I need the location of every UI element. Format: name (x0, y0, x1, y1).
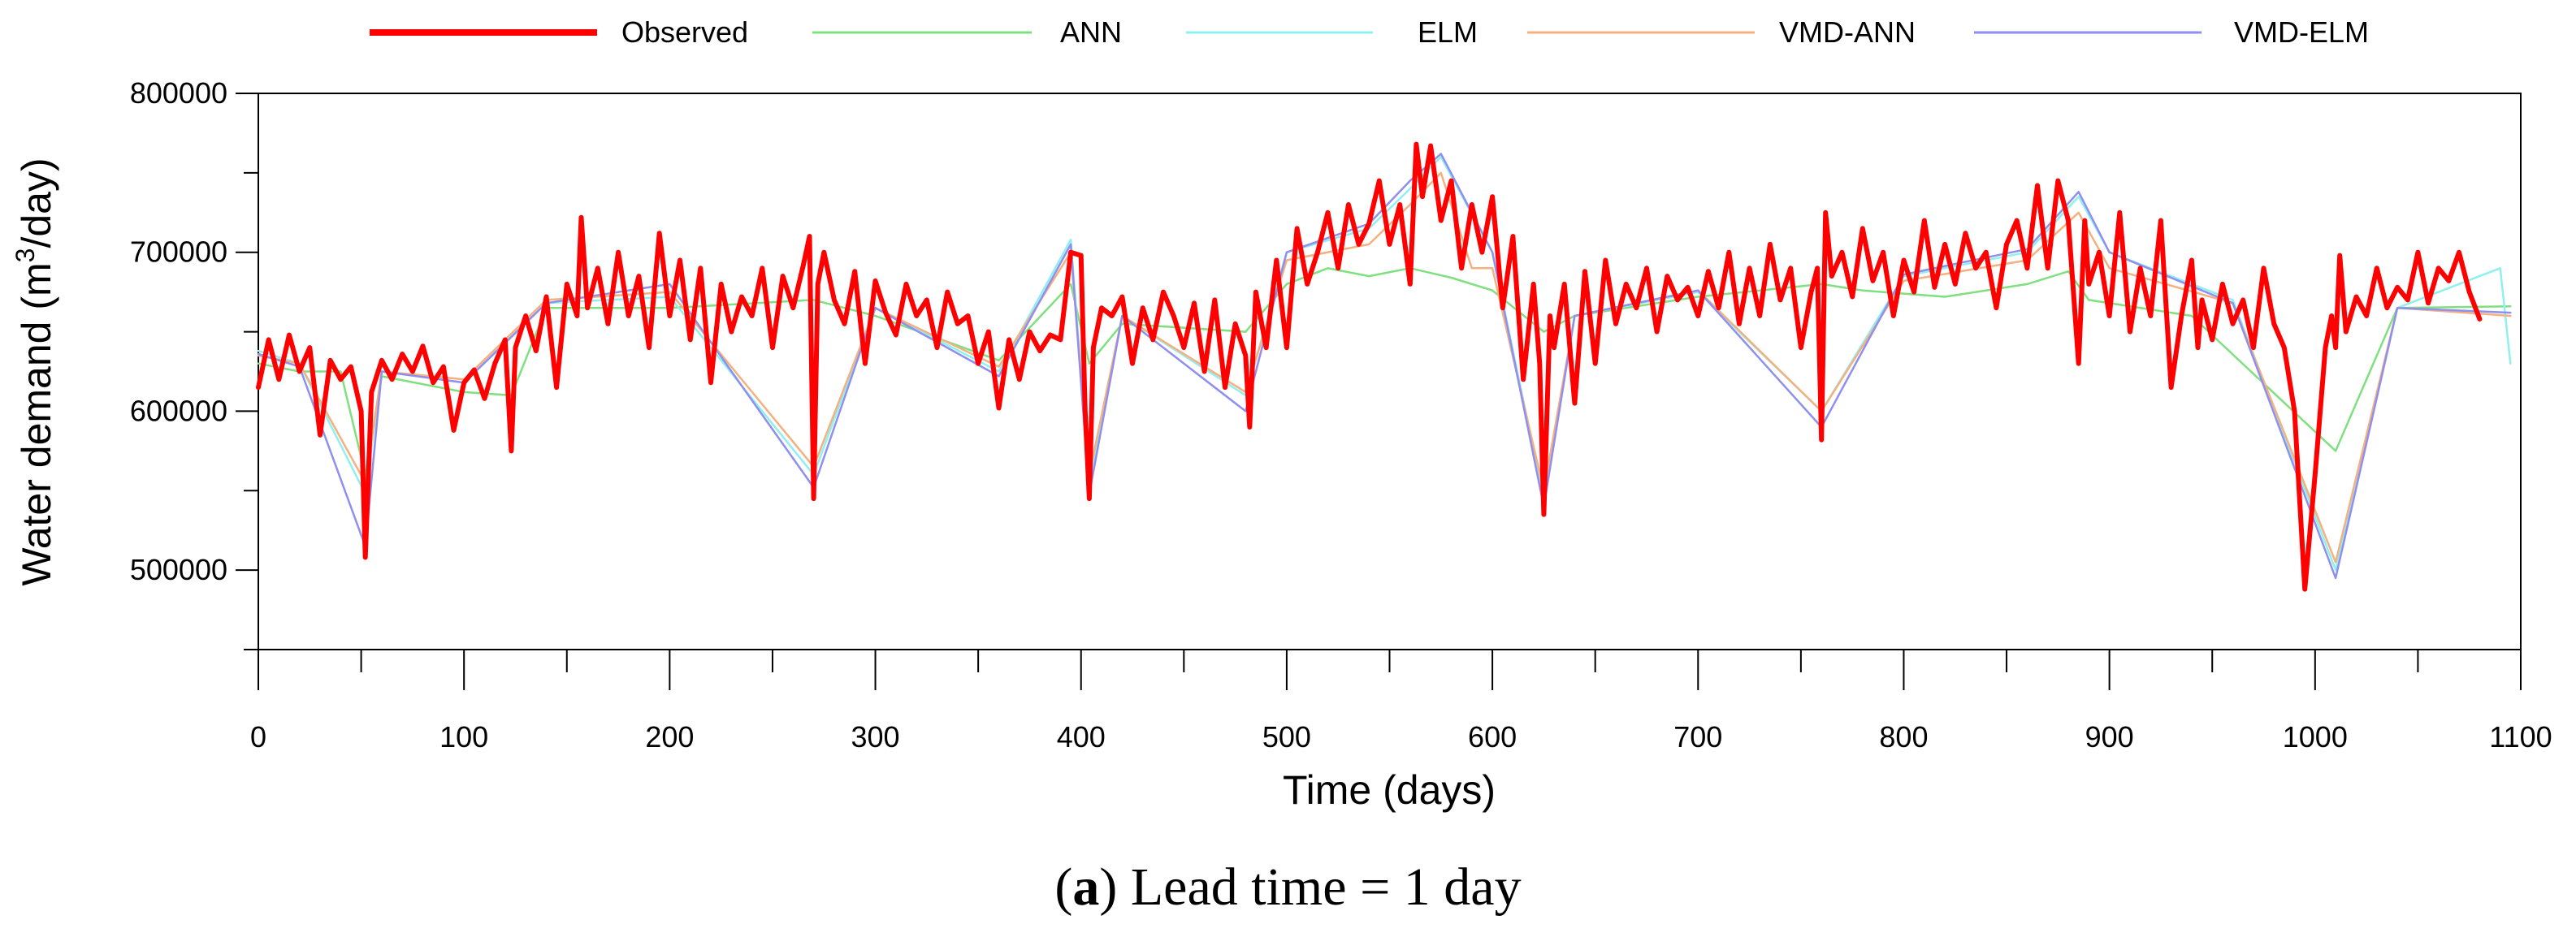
y-tick-label: 700000 (130, 235, 227, 269)
plot-area (258, 93, 2522, 650)
x-tick-label: 500 (1262, 720, 1311, 754)
x-tick-label: 1000 (2283, 720, 2348, 754)
x-axis: 0 100 200 300 400 500 600 700 800 900 1000 1100 (250, 650, 2552, 754)
caption-text: Lead time = 1 day (1117, 857, 1522, 917)
x-tick-label: 900 (2085, 720, 2134, 754)
x-tick-label: 200 (645, 720, 694, 754)
x-tick-label: 400 (1057, 720, 1106, 754)
series-line-ann (257, 267, 2512, 476)
x-tick-label: 700 (1673, 720, 1722, 754)
x-tick-label: 1100 (2489, 720, 2552, 754)
y-axis: 500000 600000 700000 800000 (130, 76, 258, 650)
figure-caption: (a) Lead time = 1 day (1054, 857, 1522, 917)
legend-label-elm: ELM (1418, 15, 1478, 49)
legend: Observed ANN ELM VMD-ANN VMD-ELM (370, 15, 2369, 49)
x-tick-label: 300 (851, 720, 900, 754)
x-tick-label: 100 (439, 720, 488, 754)
y-tick-label: 800000 (130, 76, 227, 110)
caption-letter: a (1072, 857, 1100, 917)
x-tick-label: 0 (250, 720, 266, 754)
y-tick-label: 600000 (130, 394, 227, 427)
legend-label-vmd-elm: VMD-ELM (2234, 15, 2369, 49)
series-line-observed (256, 141, 2483, 592)
x-axis-title: Time (days) (1283, 767, 1496, 813)
series-layer (256, 141, 2512, 592)
legend-label-observed: Observed (621, 15, 748, 49)
x-tick-label: 600 (1468, 720, 1517, 754)
y-axis-title: Water demand (m3/day) (11, 158, 59, 585)
legend-label-vmd-ann: VMD-ANN (1779, 15, 1916, 49)
water-demand-chart: Observed ANN ELM VMD-ANN VMD-ELM 0 100 200… (11, 15, 2552, 813)
legend-label-ann: ANN (1060, 15, 1122, 49)
y-tick-label: 500000 (130, 553, 227, 586)
x-tick-label: 800 (1879, 720, 1928, 754)
